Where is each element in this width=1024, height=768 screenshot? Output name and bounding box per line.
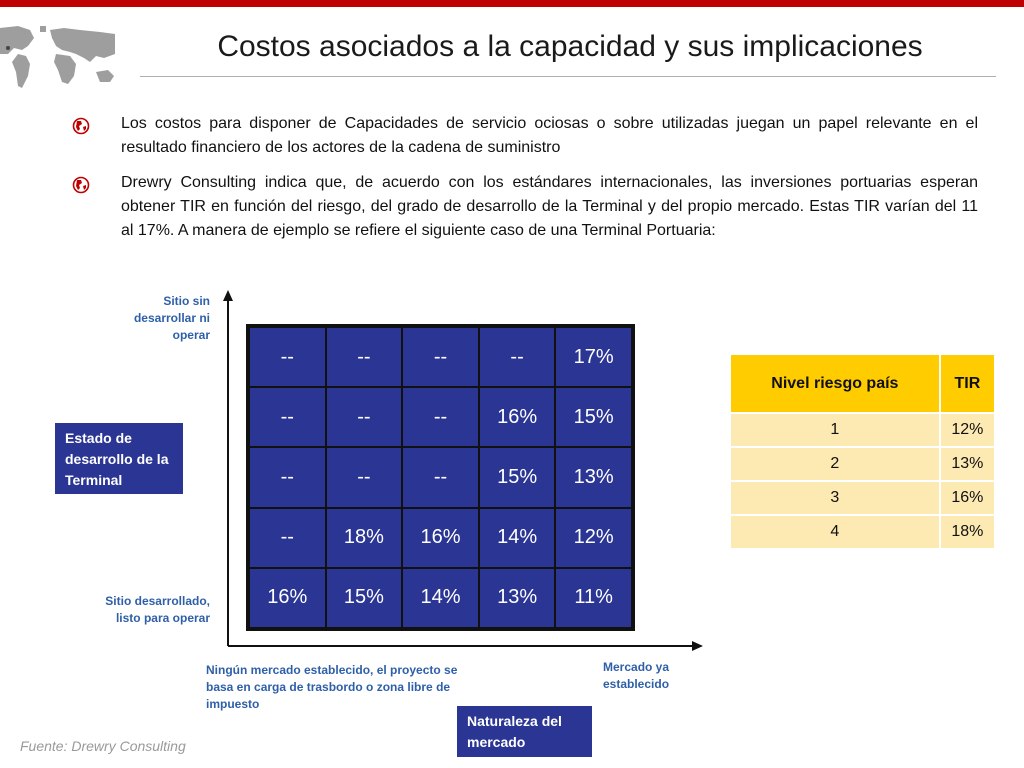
matrix-cell: -- [402,327,479,388]
matrix-cell: 15% [555,387,632,448]
x-axis-left-label: Ningún mercado establecido, el proyecto … [206,663,458,711]
matrix-cell: 16% [478,387,556,448]
matrix-cell: -- [325,327,403,388]
matrix-cell: 15% [478,447,556,508]
source-note: Fuente: Drewry Consulting [20,738,186,754]
matrix-cell: -- [249,447,326,508]
table-cell-tir: 13% [938,446,997,482]
matrix-cell: 14% [478,507,556,568]
table-cell-risk: 1 [729,412,941,448]
x-axis-right-label: Mercado ya establecido [603,660,670,691]
y-axis-bottom-label: Sitio desarrollado, listo para operar [105,594,210,625]
matrix-cell: 18% [325,507,403,568]
globe-icon [72,117,90,135]
table-row: 1 12% [729,412,997,448]
matrix-cell: -- [402,387,479,448]
table-cell-tir: 12% [938,412,997,448]
x-axis-title-box: Naturaleza del mercado [457,706,592,757]
matrix-cell: -- [249,387,326,448]
globe-icon [72,176,90,194]
table-header-risk: Nivel riesgo país [729,353,941,414]
matrix-cell: 12% [555,507,632,568]
matrix-cell: -- [402,447,479,508]
matrix-cell: 16% [402,507,479,568]
tir-matrix: -- -- -- -- 17% -- -- -- 16% 15% -- -- -- 15% 13% -- 18%… [246,324,635,631]
matrix-cell: 17% [555,327,632,388]
matrix-cell: -- [478,327,556,388]
table-cell-risk: 2 [729,446,941,482]
matrix-cell: 16% [249,567,326,628]
matrix-cell: -- [249,327,326,388]
matrix-cell: -- [325,447,403,508]
matrix-cell: 13% [478,567,556,628]
table-header-tir: TIR [938,353,997,414]
matrix-cell: -- [249,507,326,568]
matrix-cell: -- [325,387,403,448]
table-cell-tir: 18% [938,514,997,550]
table-row: 3 16% [729,480,997,516]
page-title: Costos asociados a la capacidad y sus im… [217,30,923,63]
table-cell-tir: 16% [938,480,997,516]
matrix-cell: 14% [402,567,479,628]
y-axis-title-box: Estado de desarrollo de la Terminal [55,423,183,494]
matrix-cell: 15% [325,567,403,628]
title-divider [140,76,996,77]
matrix-cell: 13% [555,447,632,508]
matrix-cell: 11% [555,567,632,628]
top-accent-bar [0,0,1024,7]
diagram-axes [223,290,703,651]
paragraph-1: Los costos para disponer de Capacidades … [121,115,978,156]
risk-tir-table: Nivel riesgo país TIR 1 12% 2 13% 3 16% … [729,353,997,550]
table-cell-risk: 4 [729,514,941,550]
y-axis-top-label: Sitio sin desarrollar ni operar [133,294,210,342]
paragraph-2: Drewry Consulting indica que, de acuerdo… [121,174,978,239]
table-row: 4 18% [729,514,997,550]
world-map-icon [0,24,115,96]
table-row: 2 13% [729,446,997,482]
table-cell-risk: 3 [729,480,941,516]
